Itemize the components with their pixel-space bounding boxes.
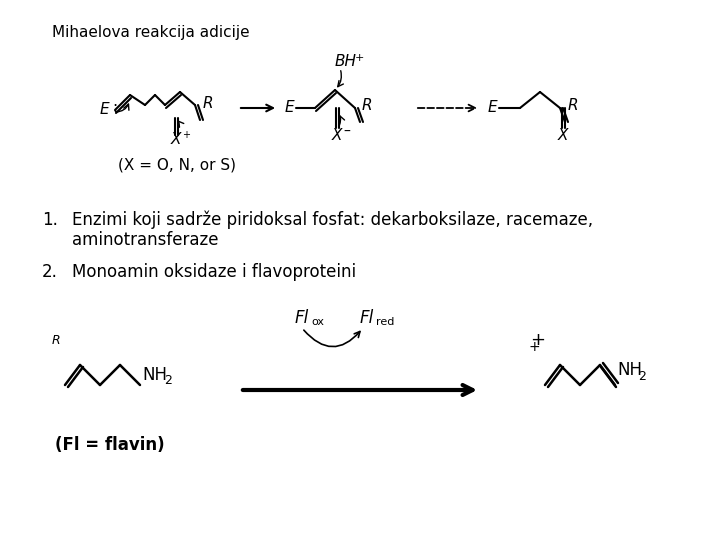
Text: Fl: Fl <box>295 309 310 327</box>
Text: ox: ox <box>311 317 324 327</box>
Text: :: : <box>112 99 117 114</box>
Text: 2: 2 <box>638 370 646 383</box>
Text: E: E <box>100 103 109 118</box>
Text: Monoamin oksidaze i flavoproteini: Monoamin oksidaze i flavoproteini <box>72 263 356 281</box>
Text: R: R <box>203 97 214 111</box>
Text: +: + <box>182 130 190 140</box>
Text: +: + <box>529 340 541 354</box>
Text: aminotransferaze: aminotransferaze <box>72 231 218 249</box>
Text: 2.: 2. <box>42 263 58 281</box>
Text: +: + <box>530 331 545 349</box>
Text: Fl: Fl <box>360 309 374 327</box>
Text: BH: BH <box>335 55 357 70</box>
Text: R: R <box>362 98 373 112</box>
Text: E: E <box>285 100 294 116</box>
Text: NH: NH <box>142 366 167 384</box>
Text: X: X <box>558 129 569 144</box>
Text: X: X <box>171 132 181 147</box>
Text: R: R <box>52 334 60 347</box>
Text: red: red <box>376 317 395 327</box>
Text: E: E <box>488 100 498 116</box>
Text: 1.: 1. <box>42 211 58 229</box>
Text: X: X <box>332 129 343 144</box>
Text: –: – <box>343 125 350 139</box>
Text: R: R <box>568 98 579 112</box>
Text: 2: 2 <box>164 375 172 388</box>
Text: (X = O, N, or S): (X = O, N, or S) <box>118 158 236 172</box>
Text: Enzimi koji sadrže piridoksal fosfat: dekarboksilaze, racemaze,: Enzimi koji sadrže piridoksal fosfat: de… <box>72 211 593 229</box>
Text: Mihaelova reakcija adicije: Mihaelova reakcija adicije <box>52 24 250 39</box>
Text: (Fl = flavin): (Fl = flavin) <box>55 436 165 454</box>
Text: NH: NH <box>617 361 642 379</box>
Text: +: + <box>355 53 364 63</box>
